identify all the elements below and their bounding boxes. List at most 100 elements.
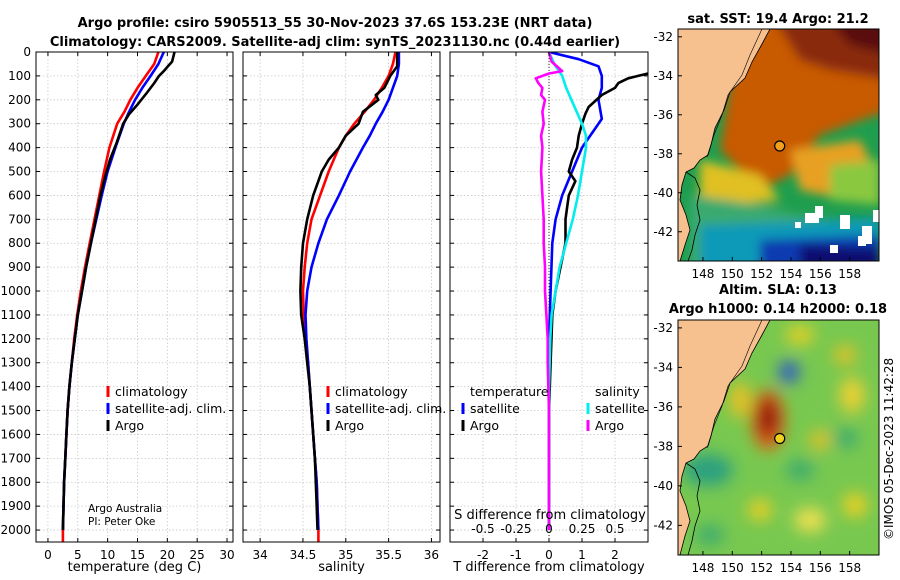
map-y-tick-label: -40 <box>653 479 673 493</box>
y-tick-label: 100 <box>8 69 31 83</box>
difference-panel: -2 -1 0 1 2T difference from climatology temp… <box>449 51 649 575</box>
x2-tick-label: -0.25 <box>500 522 531 536</box>
sst-map: sat. SST: 19.4 Argo: 21.2 148 150 152 154 15… <box>653 12 880 281</box>
sst-land <box>678 29 771 261</box>
temperature-panel: 0 5 10 15 20 25 30 temperature (deg C) 0 100 200 30… <box>0 45 234 575</box>
y-tick-label: 1800 <box>0 475 31 489</box>
sst-cloud-mask <box>795 206 879 253</box>
map-x-tick-label: 150 <box>721 267 744 281</box>
series-line-salinity-argo <box>534 52 564 530</box>
y-tick-label: 1400 <box>0 380 31 394</box>
series-group <box>61 52 176 542</box>
y-tick-label: 1500 <box>0 404 31 418</box>
x-tick-label: 34 <box>252 548 267 562</box>
map-y-tick-label: -36 <box>653 400 673 414</box>
y-tick-label: 1600 <box>0 427 31 441</box>
series-line-argo <box>299 52 399 531</box>
y-tick-label: 200 <box>8 93 31 107</box>
y-tick-label: 1700 <box>0 451 31 465</box>
legend-label: climatology <box>115 384 188 399</box>
legend-title-temperature: temperature <box>470 384 549 399</box>
legend-label: climatology <box>335 384 408 399</box>
sla-map-title: Altim. SLA: 0.13 <box>719 283 837 298</box>
x-tick-label: 25 <box>190 548 205 562</box>
y-tick-label: 1900 <box>0 499 31 513</box>
x-tick-label: 34.5 <box>290 548 317 562</box>
y-tick-label: 1200 <box>0 332 31 346</box>
sst-field <box>690 29 879 261</box>
timestamp-stamp: ©IMOS 05-Dec-2023 11:42:28 <box>882 358 896 540</box>
y-tick-label: 500 <box>8 165 31 179</box>
series-line-temperature-argo <box>547 72 648 530</box>
credit-line1: Argo Australia <box>88 503 162 515</box>
figure-title-line2: Climatology: CARS2009. Satellite-adj cli… <box>50 35 620 50</box>
y-tick-label: 1300 <box>0 356 31 370</box>
figure-title-line1: Argo profile: csiro 5905513_55 30-Nov-20… <box>78 16 593 31</box>
sst-map-frame <box>677 28 880 262</box>
sla-argo-marker <box>774 432 786 445</box>
map-x-tick-label: 152 <box>750 267 773 281</box>
series-group <box>299 52 401 542</box>
map-y-tick-label: -38 <box>653 147 673 161</box>
x-tick-label: -2 <box>477 548 489 562</box>
map-x-tick-label: 148 <box>691 561 714 575</box>
x-tick-label: 5 <box>74 548 82 562</box>
map-x-tick-label: 158 <box>838 267 861 281</box>
map-x-tick-label: 156 <box>809 267 832 281</box>
x-tick-label: 20 <box>160 548 175 562</box>
y-tick-label: 600 <box>8 188 31 202</box>
sst-argo-marker <box>774 140 786 152</box>
axes-frame <box>35 51 234 543</box>
legend-title-salinity: salinity <box>595 384 640 399</box>
x2-tick-label: -0.5 <box>471 522 494 536</box>
sla-land <box>678 320 771 555</box>
map-y-tick-label: -32 <box>653 30 673 44</box>
map-y-tick-label: -40 <box>653 186 673 200</box>
x-tick-label: 0 <box>545 548 553 562</box>
x-axis-label: salinity <box>318 560 365 575</box>
x-tick-label: 15 <box>130 548 145 562</box>
map-y-tick-label: -36 <box>653 108 673 122</box>
map-x-tick-label: 152 <box>750 561 773 575</box>
map-x-tick-label: 158 <box>838 561 861 575</box>
axes-frame <box>242 51 441 543</box>
map-y-tick-label: -34 <box>653 360 673 374</box>
legend-label: satellite-adj. clim. <box>335 401 446 416</box>
x2-tick-label: 0 <box>545 522 553 536</box>
y-tick-label: 1000 <box>0 284 31 298</box>
legend-label: Argo <box>115 418 144 433</box>
map-y-tick-label: -34 <box>653 69 673 83</box>
map-y-tick-label: -42 <box>653 518 673 532</box>
legend-label-salinity: Argo <box>595 418 624 433</box>
x-axis-label: T difference from climatology <box>452 560 645 575</box>
legend-label-temperature: satellite <box>470 401 520 416</box>
sla-field <box>683 326 867 545</box>
y-tick-label: 900 <box>8 260 31 274</box>
map-y-tick-label: -42 <box>653 225 673 239</box>
sla-map-title2: Argo h1000: 0.14 h2000: 0.18 <box>669 302 887 317</box>
x-tick-label: 36 <box>424 548 439 562</box>
y-tick-label: 700 <box>8 212 31 226</box>
map-x-tick-label: 154 <box>780 267 803 281</box>
y-tick-label: 2000 <box>0 523 31 537</box>
map-x-tick-label: 156 <box>809 561 832 575</box>
legend-label-temperature: Argo <box>470 418 499 433</box>
x-tick-label: 10 <box>100 548 115 562</box>
map-x-tick-label: 150 <box>721 561 744 575</box>
map-x-tick-label: 148 <box>691 267 714 281</box>
x2-tick-label: 0.5 <box>605 522 624 536</box>
x-tick-label: 30 <box>219 548 234 562</box>
series-line-temperature-satellite <box>547 52 604 530</box>
x-tick-label: 35.5 <box>375 548 402 562</box>
series-group <box>534 52 648 542</box>
series-line-argo <box>61 52 176 531</box>
y-tick-label: 300 <box>8 117 31 131</box>
sst-map-title: sat. SST: 19.4 Argo: 21.2 <box>687 12 868 27</box>
map-y-tick-label: -38 <box>653 439 673 453</box>
credit-line2: PI: Peter Oke <box>88 516 155 528</box>
salinity-panel: 34 34.5 35 35.5 36 salinity climatology satelli… <box>242 51 446 575</box>
y-tick-label: 1100 <box>0 308 31 322</box>
x-tick-label: 2 <box>611 548 619 562</box>
y-tick-label: 400 <box>8 141 31 155</box>
